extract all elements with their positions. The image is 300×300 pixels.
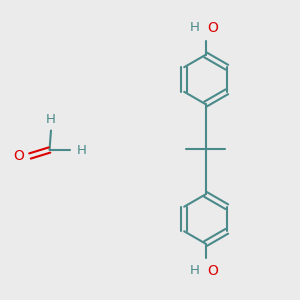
Text: H: H [46, 112, 56, 126]
Text: H: H [190, 21, 200, 34]
Text: O: O [207, 264, 218, 278]
Text: H: H [76, 143, 86, 157]
Text: H: H [190, 264, 200, 277]
Text: O: O [207, 21, 218, 35]
Text: O: O [13, 149, 24, 163]
